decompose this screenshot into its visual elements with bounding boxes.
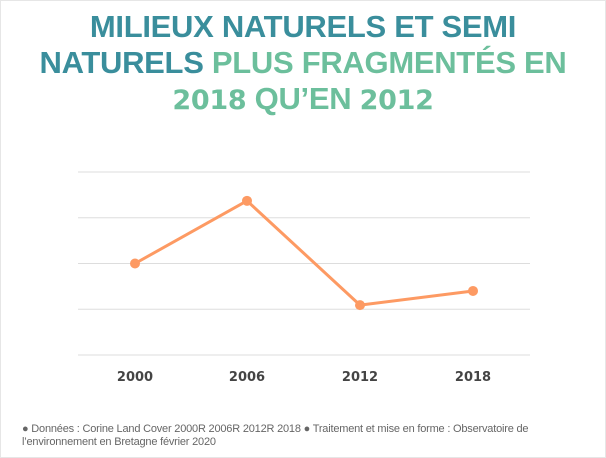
source-line-2: l’environnement en Bretagne février 2020: [22, 436, 216, 448]
data-point-2018: [468, 285, 478, 296]
title-line3-b: QU’EN: [254, 81, 352, 116]
data-point-2006: [242, 195, 252, 206]
data-point-2000: [130, 258, 140, 269]
title-line2-b: PLUS FRAGMENTÉS EN: [211, 45, 567, 80]
title-year-2018: 2018: [172, 85, 247, 116]
x-tick-label: 2006: [229, 370, 265, 385]
series-line: [134, 199, 474, 307]
title-year-2012: 2012: [359, 85, 434, 116]
title-line2-a: NATURELS: [39, 45, 204, 80]
source-note: ● Données : Corine Land Cover 2000R 2006…: [22, 423, 592, 449]
chart-title: MILIEUX NATURELS ET SEMI NATURELS PLUS F…: [0, 9, 606, 119]
x-tick-label: 2018: [455, 370, 491, 385]
x-tick-label: 2000: [117, 370, 153, 385]
data-point-2012: [355, 300, 365, 311]
x-tick-label: 2012: [342, 370, 378, 385]
title-line1: MILIEUX NATURELS ET SEMI: [89, 9, 517, 44]
source-line-1: ● Données : Corine Land Cover 2000R 2006…: [22, 423, 529, 435]
